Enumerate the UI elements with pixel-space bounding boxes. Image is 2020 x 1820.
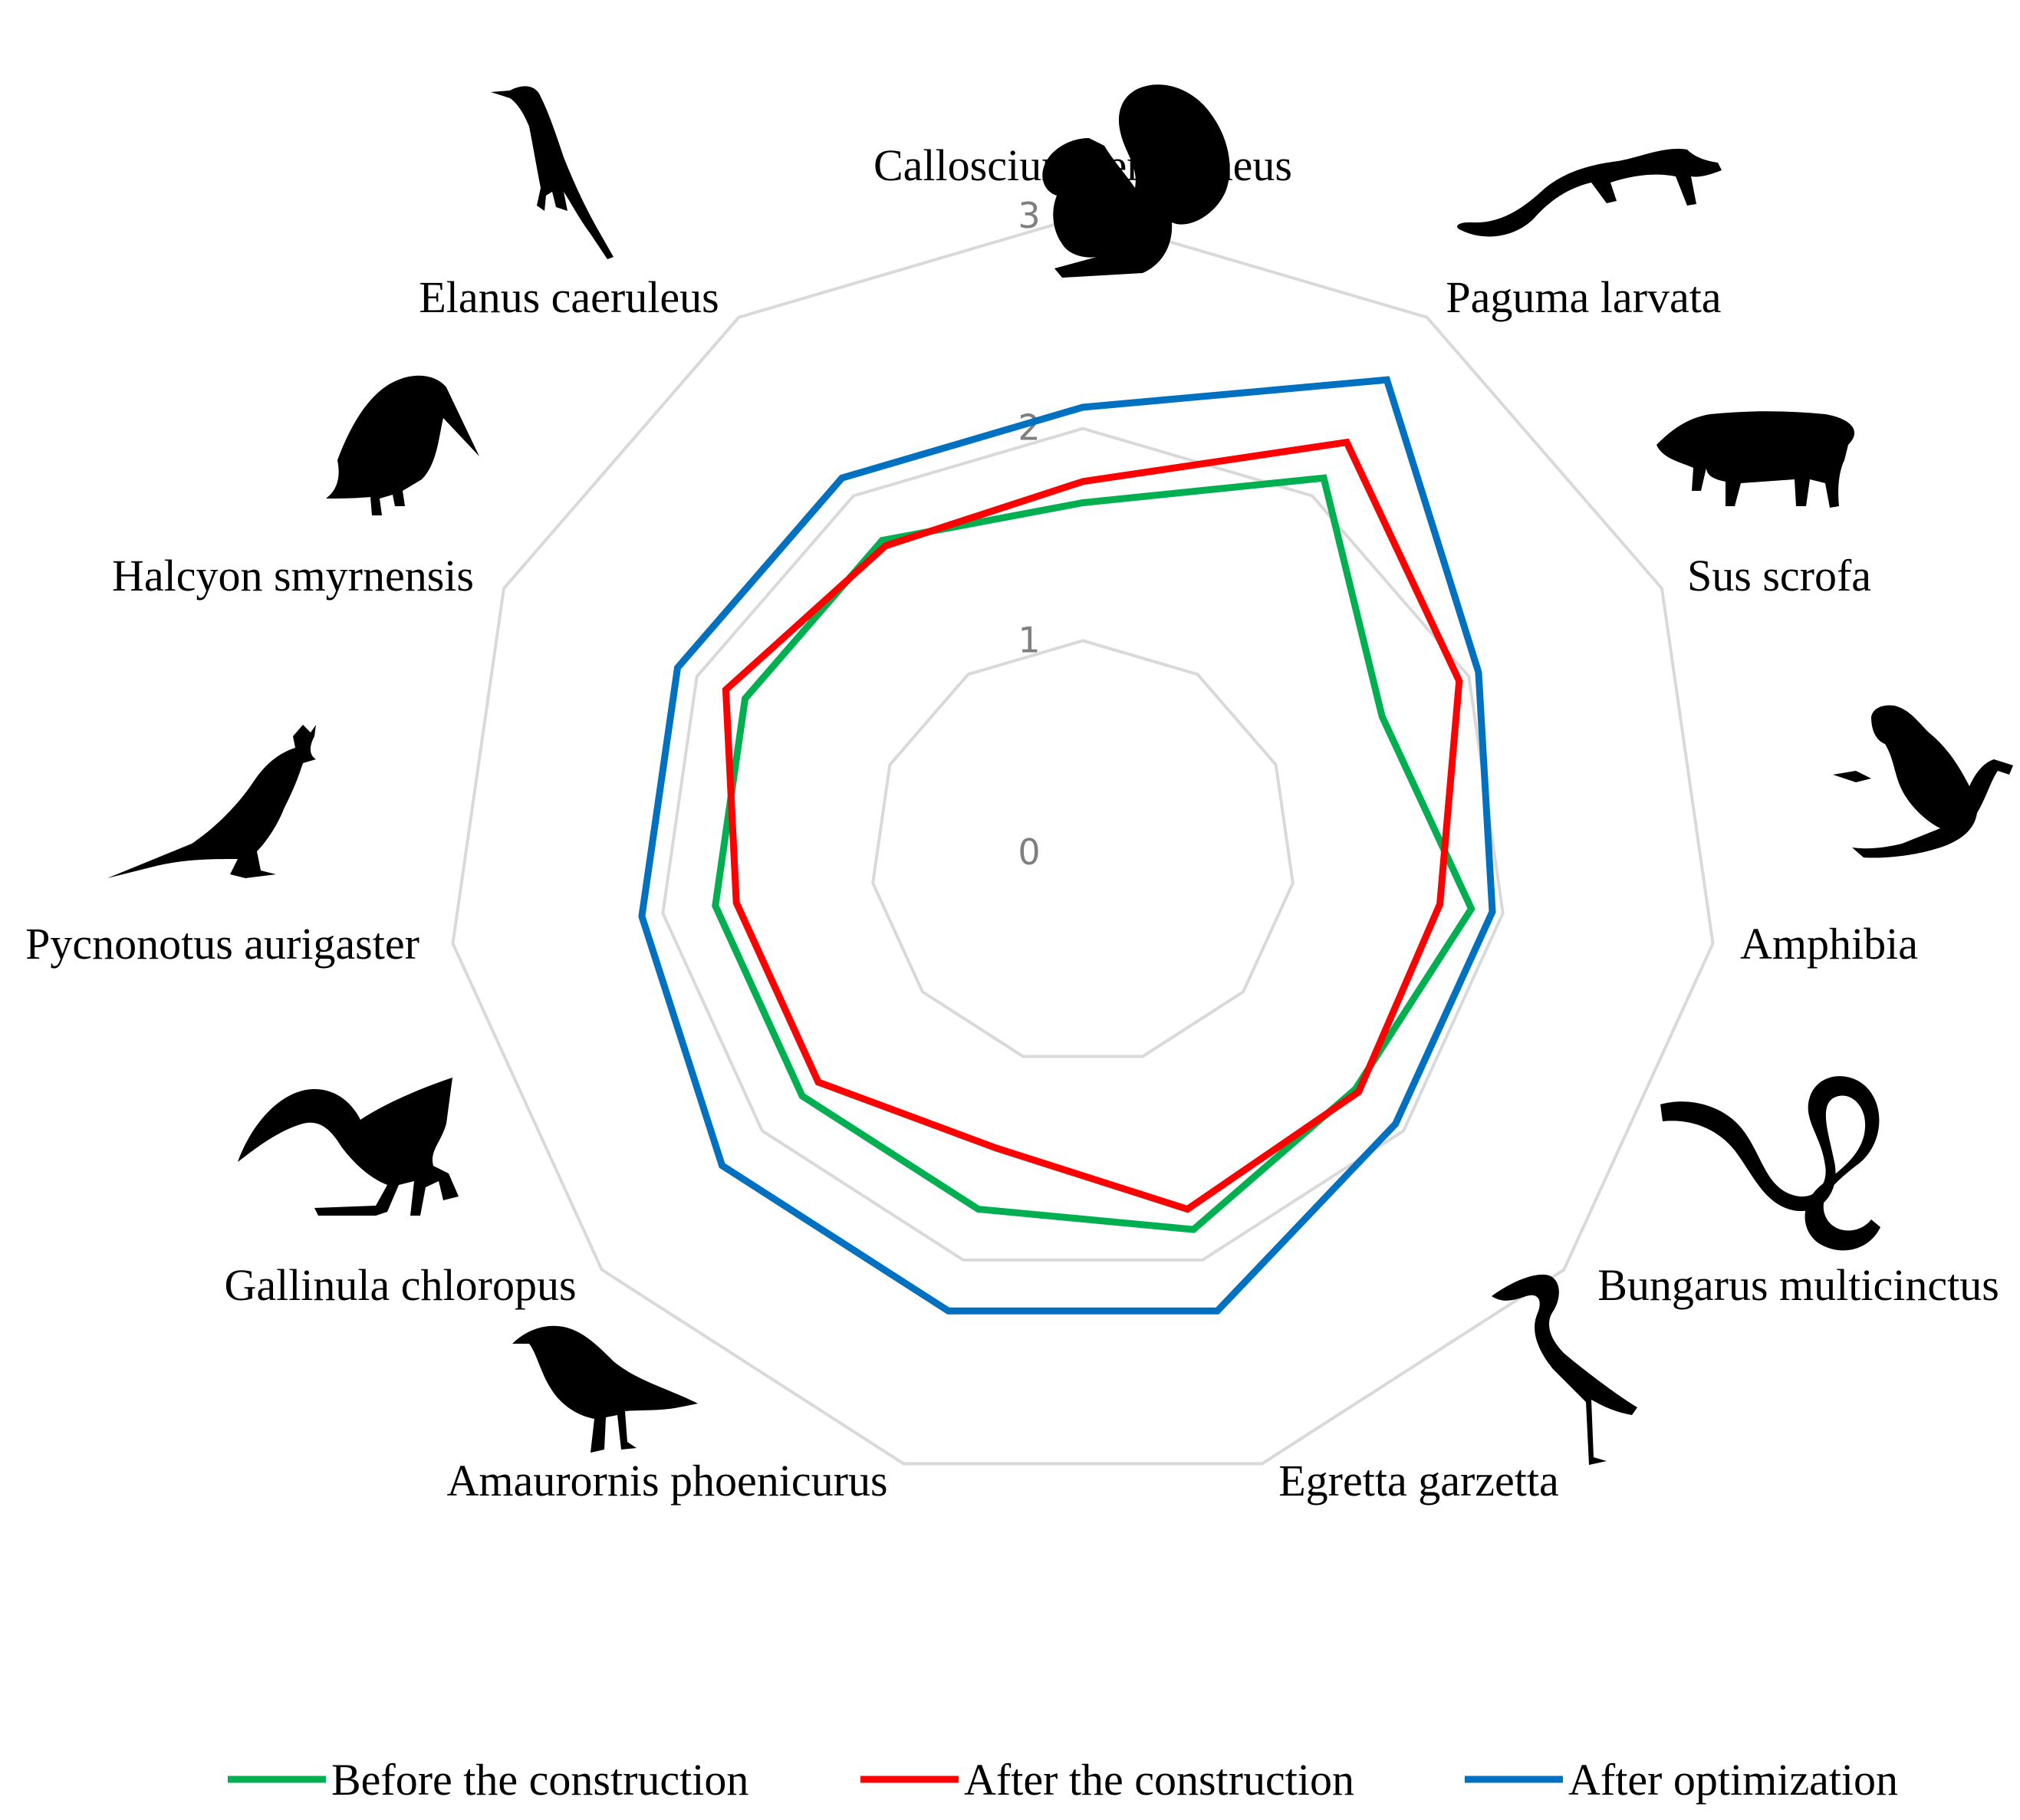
- snake-icon: [1660, 1076, 1880, 1251]
- tick-label-1: 1: [1018, 619, 1040, 660]
- legend-item-0: Before the construction: [228, 1755, 748, 1805]
- category-label-5: Egretta garzetta: [1278, 1456, 1558, 1506]
- legend-label-0: Before the construction: [331, 1755, 748, 1805]
- category-label-10: Elanus caeruleus: [419, 272, 719, 322]
- legend-item-1: After the construction: [860, 1755, 1354, 1805]
- egret-icon: [1492, 1274, 1637, 1465]
- category-label-2: Sus scrofa: [1687, 551, 1871, 601]
- series-lines: [638, 376, 1496, 1315]
- category-label-4: Bungarus multicinctus: [1597, 1260, 1999, 1310]
- category-label-7: Gallinula chloropus: [224, 1260, 576, 1310]
- squirrel-icon: [1042, 84, 1230, 278]
- civet-icon: [1457, 148, 1722, 237]
- moorhen-icon: [238, 1078, 459, 1216]
- radar-grid: [451, 214, 1715, 1466]
- legend-item-2: After optimization: [1465, 1755, 1898, 1805]
- kite-icon: [491, 86, 614, 259]
- boar-icon: [1656, 411, 1855, 508]
- legend: Before the construction After the constru…: [228, 1755, 1898, 1805]
- grid-ring-1: [871, 639, 1295, 1058]
- bulbul-icon: [107, 725, 316, 878]
- category-label-3: Amphibia: [1740, 919, 1918, 969]
- category-label-1: Paguma larvata: [1446, 272, 1721, 322]
- category-label-6: Amaurornis phoenicurus: [446, 1456, 887, 1506]
- legend-label-2: After optimization: [1568, 1755, 1898, 1805]
- series-line-1: [722, 438, 1463, 1213]
- species-icons: [107, 84, 2013, 1465]
- grid-ring-3: [451, 214, 1715, 1466]
- legend-label-1: After the construction: [964, 1755, 1354, 1805]
- waterhen-icon: [512, 1325, 698, 1453]
- tick-label-3: 3: [1018, 195, 1040, 236]
- grid-ring-2: [661, 426, 1505, 1262]
- frog-icon: [1833, 705, 2013, 858]
- series-line-2: [638, 376, 1496, 1315]
- category-label-9: Halcyon smyrnensis: [112, 551, 474, 601]
- series-line-0: [712, 474, 1476, 1233]
- category-labels: Callosciurus erythraeusPaguma larvataSus…: [25, 140, 1999, 1506]
- tick-label-0: 0: [1018, 831, 1040, 873]
- kingfisher-icon: [326, 375, 479, 515]
- category-label-8: Pycnonotus aurigaster: [25, 919, 419, 969]
